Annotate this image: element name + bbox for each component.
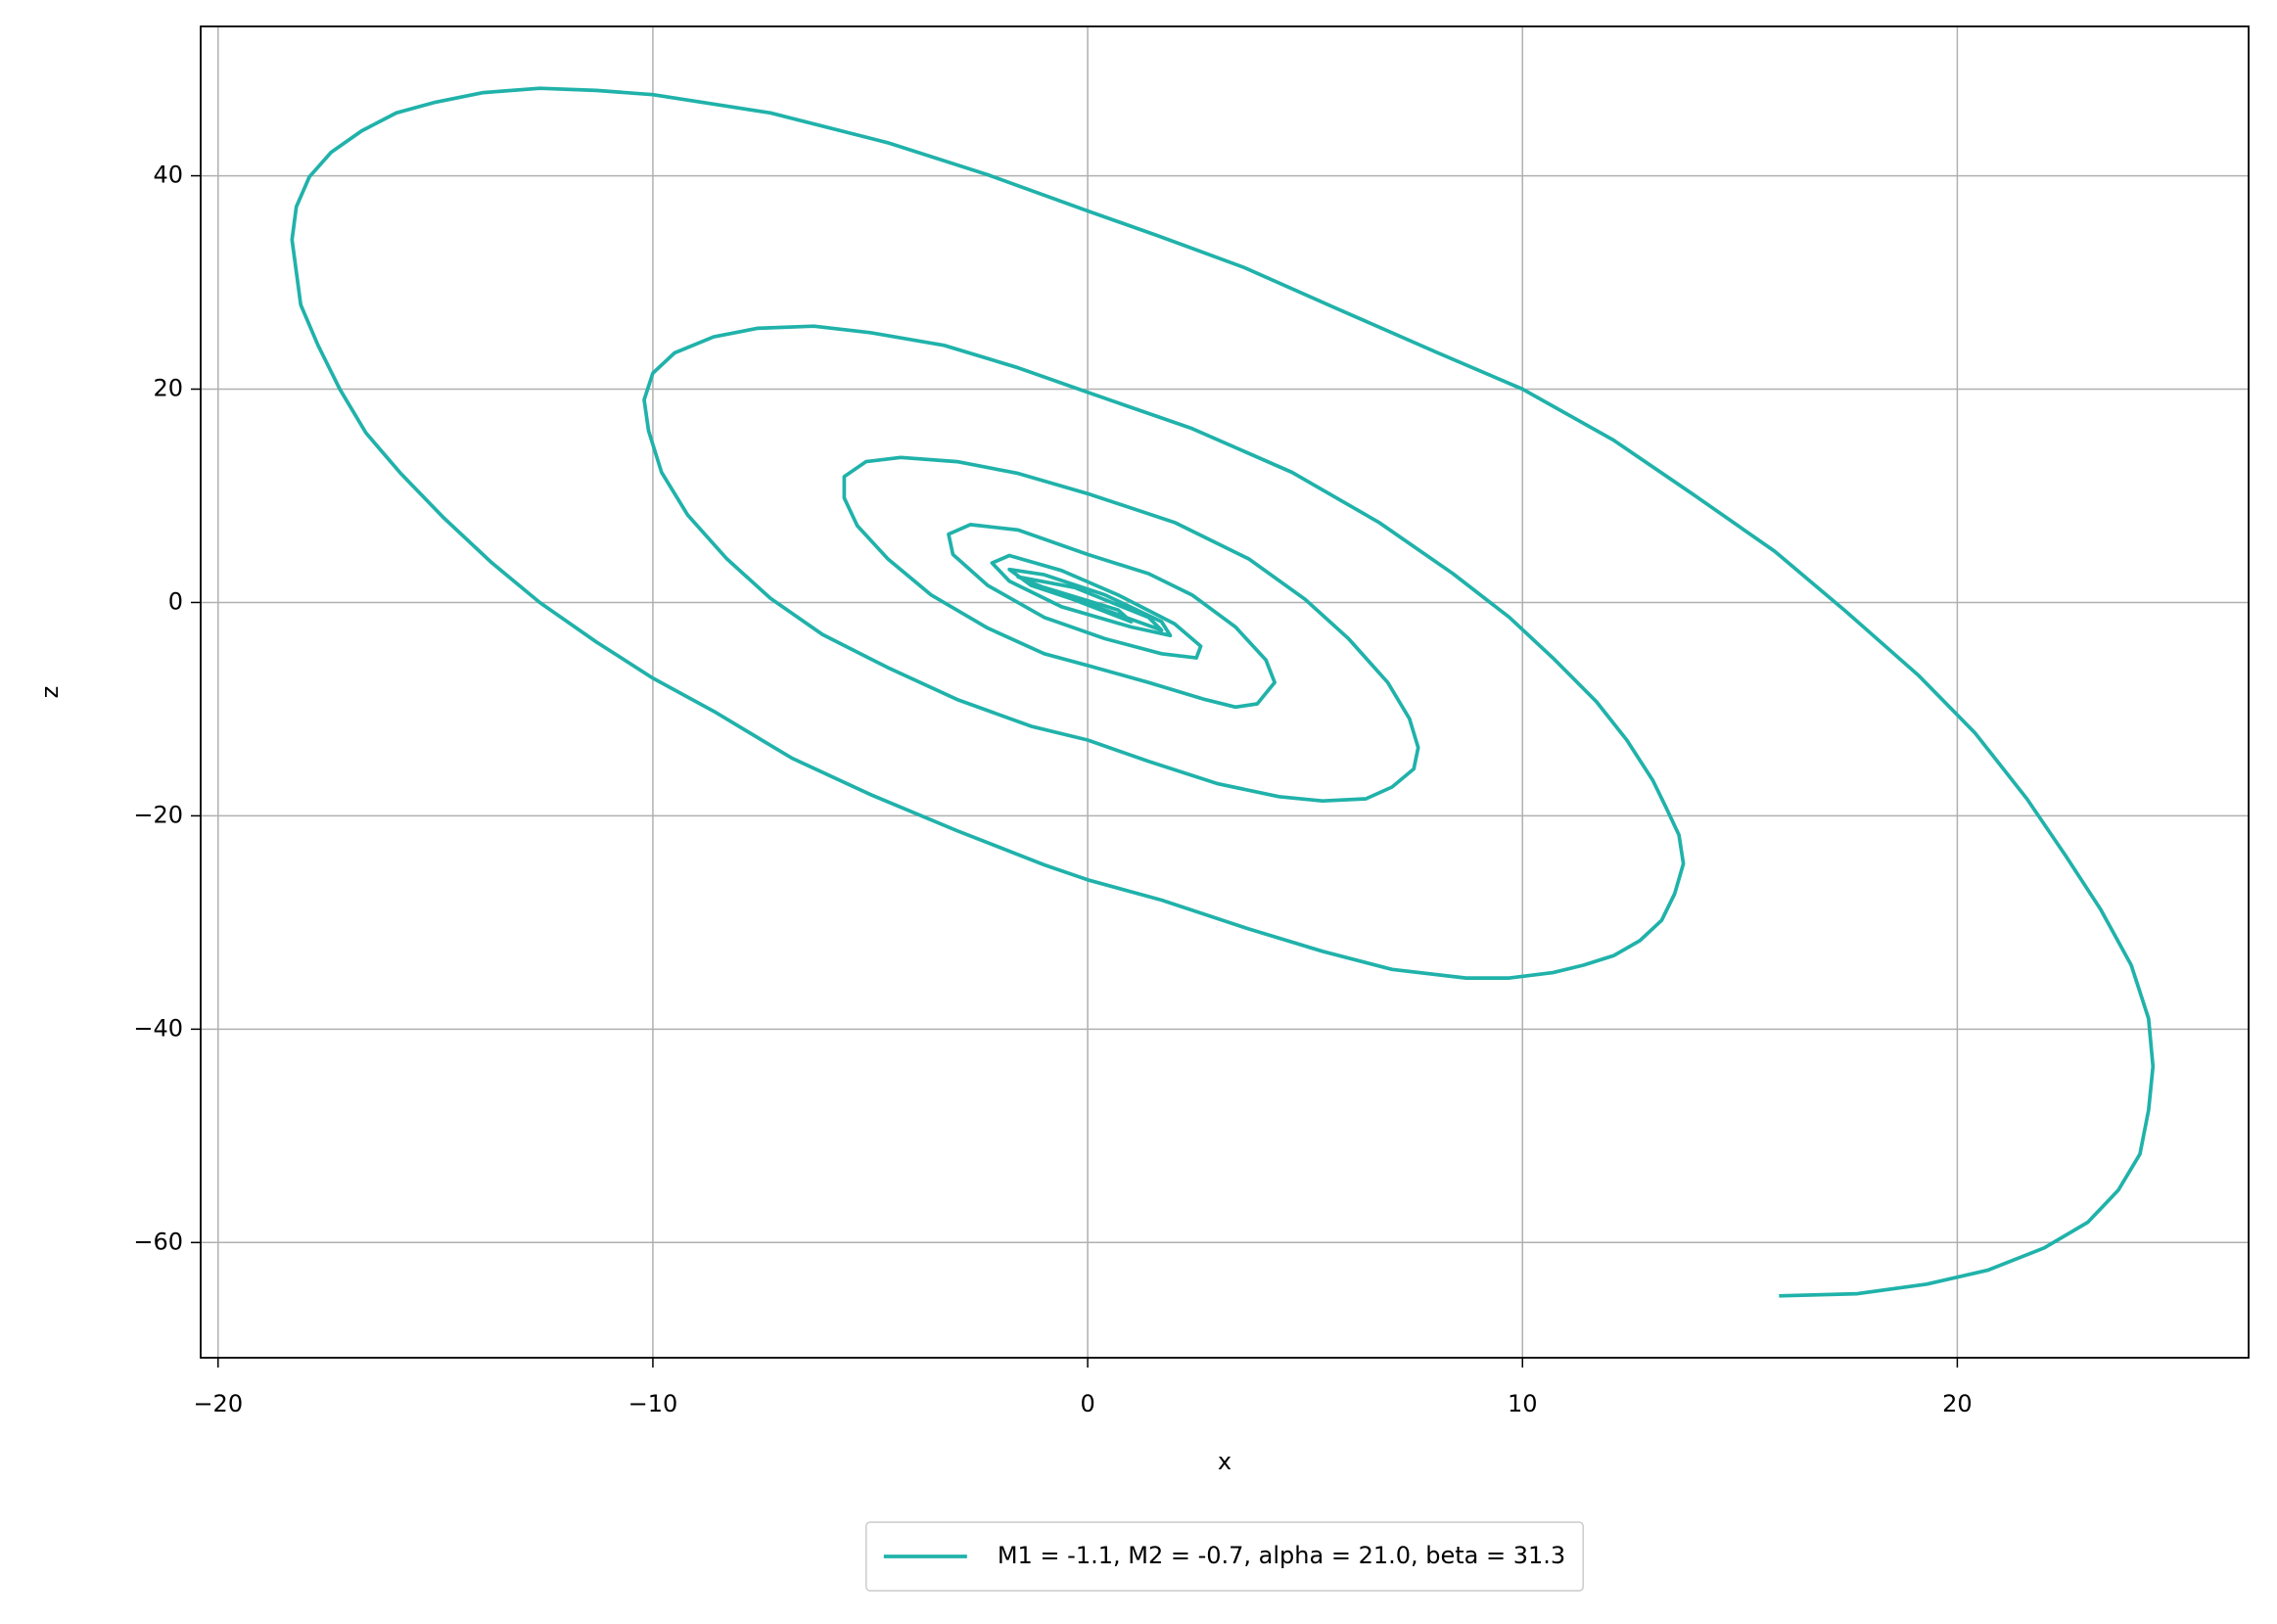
y-tick-label: 40 — [153, 162, 183, 189]
x-tick-label: −10 — [628, 1390, 678, 1417]
y-tick-label: −20 — [133, 801, 183, 828]
x-tick-label: 0 — [1080, 1390, 1094, 1417]
y-axis-label: z — [36, 686, 64, 699]
y-tick-label: −40 — [133, 1014, 183, 1042]
x-tick-label: 10 — [1508, 1390, 1538, 1417]
x-tick-label: −20 — [193, 1390, 243, 1417]
y-tick-label: −60 — [133, 1228, 183, 1255]
legend-label: M1 = -1.1, M2 = -0.7, alpha = 21.0, beta… — [998, 1542, 1565, 1569]
x-axis-label: x — [1218, 1448, 1231, 1475]
x-tick-label: 20 — [1942, 1390, 1973, 1417]
y-tick-label: 20 — [153, 375, 183, 402]
data-line — [290, 86, 2156, 1298]
y-tick-label: 0 — [168, 587, 183, 615]
plot-frame — [200, 25, 2250, 1359]
legend-box — [865, 1521, 1584, 1592]
